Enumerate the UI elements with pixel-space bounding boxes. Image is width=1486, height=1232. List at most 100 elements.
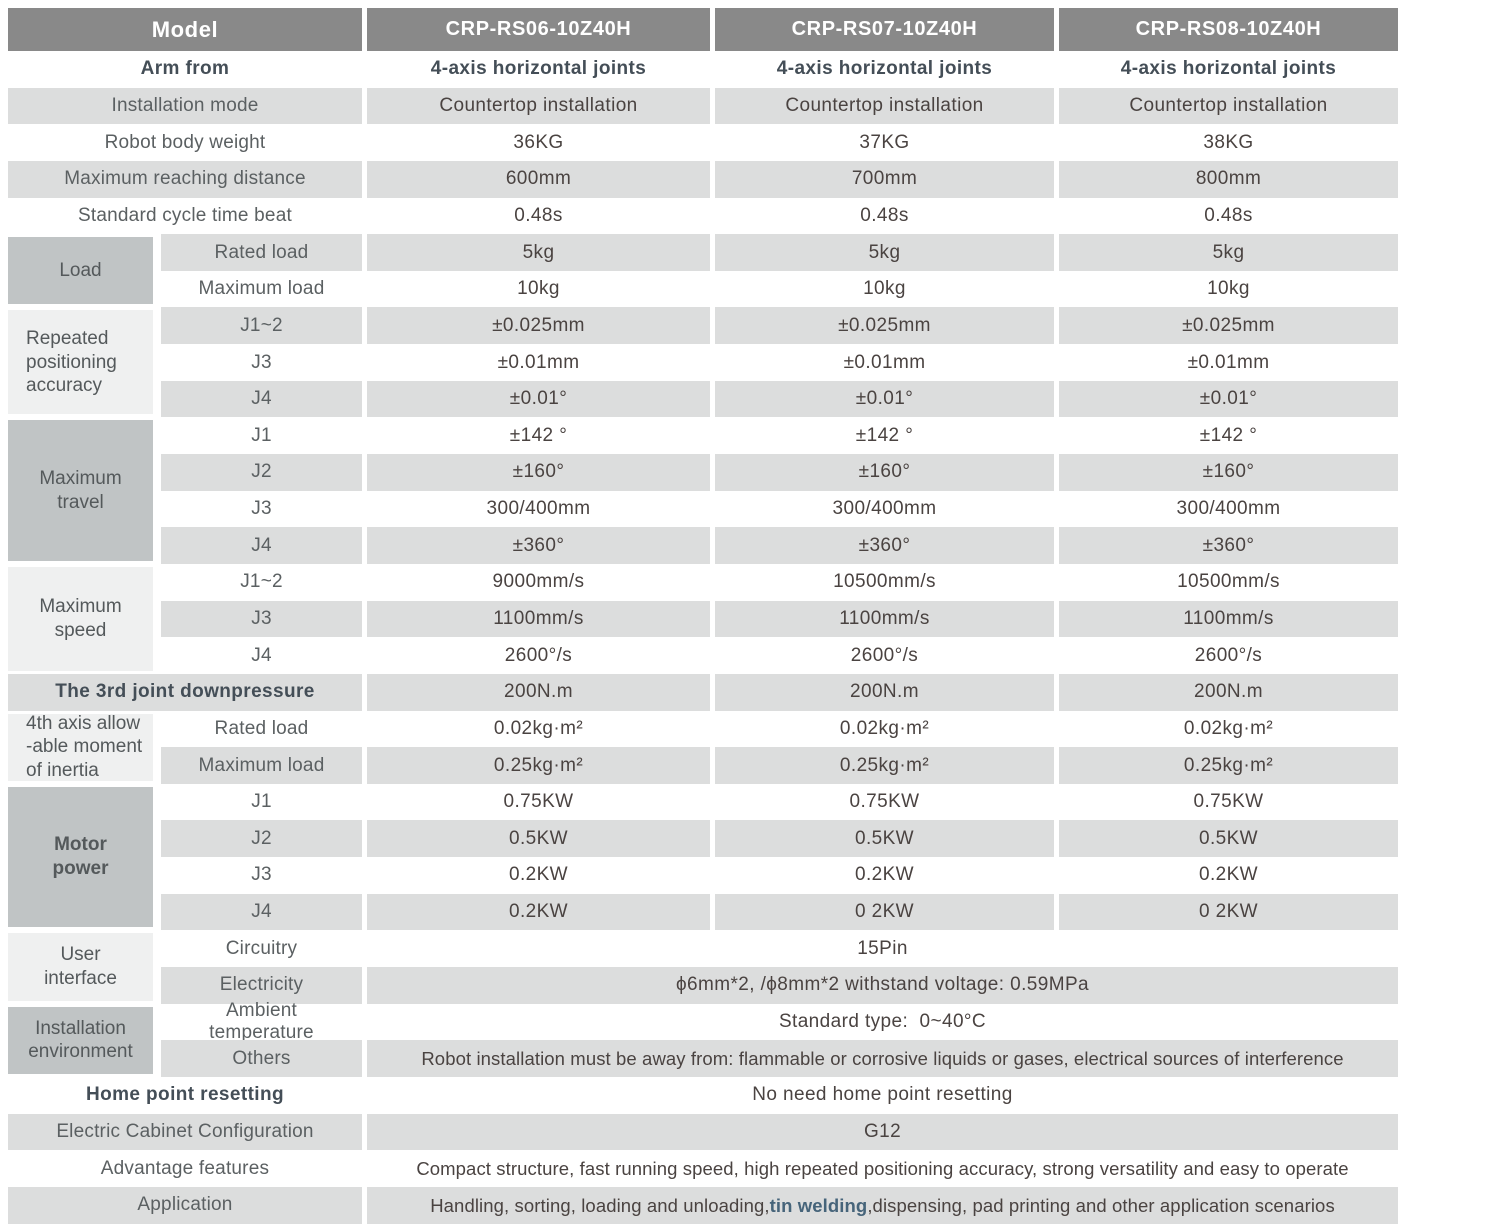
- spec-value: 0.25kg·m²: [715, 747, 1054, 784]
- spec-value: ±160°: [367, 454, 710, 491]
- spec-value: 0.02kg·m²: [839, 717, 930, 739]
- spec-value-span: Compact structure, fast running speed, h…: [416, 1157, 1349, 1179]
- spec-value: 0.75KW: [1193, 791, 1264, 813]
- model-header: CRP-RS07-10Z40H: [715, 8, 1054, 51]
- row-sublabel: J4: [251, 644, 272, 666]
- spec-value: 4-axis horizontal joints: [776, 58, 993, 80]
- row-label: Electric Cabinet Configuration: [8, 1113, 362, 1151]
- spec-value: 5kg: [367, 234, 710, 271]
- spec-value: 0.5KW: [367, 820, 710, 858]
- row-group-label: Installation environment: [8, 1003, 156, 1077]
- spec-value: 0.2KW: [1198, 864, 1259, 886]
- row-group-label: 4th axis allow -able moment of inertia: [8, 710, 156, 784]
- spec-value: ±142 °: [1199, 424, 1258, 446]
- spec-value: 0.5KW: [715, 820, 1054, 858]
- row-sublabel: Electricity: [161, 967, 362, 1004]
- spec-value: ±0.01mm: [497, 351, 580, 373]
- spec-value: ±0.01mm: [843, 351, 926, 373]
- spec-value: 0.25kg·m²: [1059, 747, 1398, 784]
- spec-value: 700mm: [715, 160, 1054, 198]
- spec-value: 0.75KW: [503, 791, 574, 813]
- row-sublabel: Ambient temperature: [209, 1000, 314, 1043]
- spec-value: 800mm: [1059, 160, 1398, 198]
- row-group-label: Motor power: [8, 783, 156, 931]
- spec-value: 200N.m: [715, 673, 1054, 711]
- spec-value: 37KG: [859, 131, 910, 153]
- row-sublabel: Maximum load: [198, 278, 325, 300]
- spec-value: 5kg: [715, 234, 1054, 271]
- spec-value: 300/400mm: [486, 498, 591, 520]
- spec-value: 4-axis horizontal joints: [1120, 58, 1337, 80]
- row-label: Installation mode: [8, 87, 362, 125]
- row-sublabel: J3: [251, 498, 272, 520]
- spec-value: 2600°/s: [1194, 644, 1263, 666]
- model-header: CRP-RS06-10Z40H: [367, 8, 710, 51]
- spec-value: 1100mm/s: [1059, 600, 1398, 638]
- model-header-label: Model: [8, 8, 362, 51]
- spec-value: 600mm: [367, 160, 710, 198]
- row-sublabel: J3: [161, 600, 362, 638]
- spec-value: 0.02kg·m²: [493, 717, 584, 739]
- spec-value: 0 2KW: [1059, 893, 1398, 931]
- row-sublabel: J1: [251, 791, 272, 813]
- spec-value: 10kg: [863, 278, 906, 300]
- spec-value: 0.5KW: [1059, 820, 1398, 858]
- row-sublabel: Maximum load: [161, 747, 362, 784]
- spec-value: ±142 °: [509, 424, 568, 446]
- spec-value: 0.2KW: [367, 893, 710, 931]
- spec-table: Model CRP-RS06-10Z40H CRP-RS07-10Z40H CRP-R…: [8, 8, 1398, 1224]
- spec-value: 0.02kg·m²: [1183, 717, 1274, 739]
- spec-value: 0.75KW: [849, 791, 920, 813]
- row-label: Arm from: [140, 58, 230, 80]
- spec-value: ±360°: [1059, 527, 1398, 564]
- spec-value: 200N.m: [1059, 673, 1398, 711]
- row-sublabel: Others: [161, 1040, 362, 1077]
- spec-value: ±0.01°: [367, 380, 710, 418]
- spec-value-span: G12: [367, 1113, 1398, 1151]
- spec-value: 5kg: [1059, 234, 1398, 271]
- spec-value: ±360°: [367, 527, 710, 564]
- row-group-label: Maximum speed: [8, 563, 156, 674]
- spec-value-span: ϕ6mm*2, /ϕ8mm*2 withstand voltage: 0.59M…: [367, 967, 1398, 1004]
- spec-value: ±0.025mm: [715, 307, 1054, 345]
- spec-value: 1100mm/s: [367, 600, 710, 638]
- spec-value: ±360°: [715, 527, 1054, 564]
- spec-value: 10kg: [1207, 278, 1250, 300]
- row-group-label: Load: [8, 234, 156, 308]
- row-sublabel: J1: [251, 424, 272, 446]
- spec-value: 36KG: [513, 131, 564, 153]
- row-sublabel: Circuitry: [225, 937, 298, 959]
- row-label: Standard cycle time beat: [78, 204, 292, 226]
- row-label: Application: [8, 1186, 362, 1224]
- spec-value: 300/400mm: [832, 498, 937, 520]
- spec-value: 4-axis horizontal joints: [430, 58, 647, 80]
- row-group-label: User interface: [8, 930, 156, 1004]
- spec-value: ±0.01mm: [1187, 351, 1270, 373]
- row-sublabel: J2: [161, 454, 362, 491]
- spec-value-span: Standard type: 0~40°C: [778, 1011, 987, 1033]
- spec-value-span: No need home point resetting: [752, 1084, 1013, 1106]
- spec-value-span: 15Pin: [857, 937, 908, 959]
- spec-value: Countertop installation: [1059, 87, 1398, 125]
- span-text: ,dispensing, pad printing and other appl…: [867, 1194, 1335, 1216]
- row-group-label: Maximum travel: [8, 417, 156, 564]
- spec-value: 0.48s: [1204, 204, 1253, 226]
- spec-value-span: Handling, sorting, loading and unloading…: [367, 1186, 1398, 1224]
- row-sublabel: J3: [251, 864, 272, 886]
- highlight-text: tin welding: [769, 1194, 868, 1216]
- spec-value: 0.2KW: [854, 864, 915, 886]
- row-label: Maximum reaching distance: [8, 160, 362, 198]
- spec-value: ±142 °: [855, 424, 914, 446]
- spec-value: ±0.01°: [715, 380, 1054, 418]
- spec-value: ±160°: [715, 454, 1054, 491]
- spec-value: 38KG: [1203, 131, 1254, 153]
- span-text: Handling, sorting, loading and unloading…: [430, 1194, 770, 1216]
- row-label: Robot body weight: [104, 131, 266, 153]
- spec-value: 0.48s: [514, 204, 563, 226]
- row-sublabel: Rated load: [161, 234, 362, 271]
- spec-value: Countertop installation: [715, 87, 1054, 125]
- row-sublabel: J4: [161, 893, 362, 931]
- model-header: CRP-RS08-10Z40H: [1059, 8, 1398, 51]
- row-sublabel: J1~2: [161, 307, 362, 345]
- spec-value: 300/400mm: [1176, 498, 1281, 520]
